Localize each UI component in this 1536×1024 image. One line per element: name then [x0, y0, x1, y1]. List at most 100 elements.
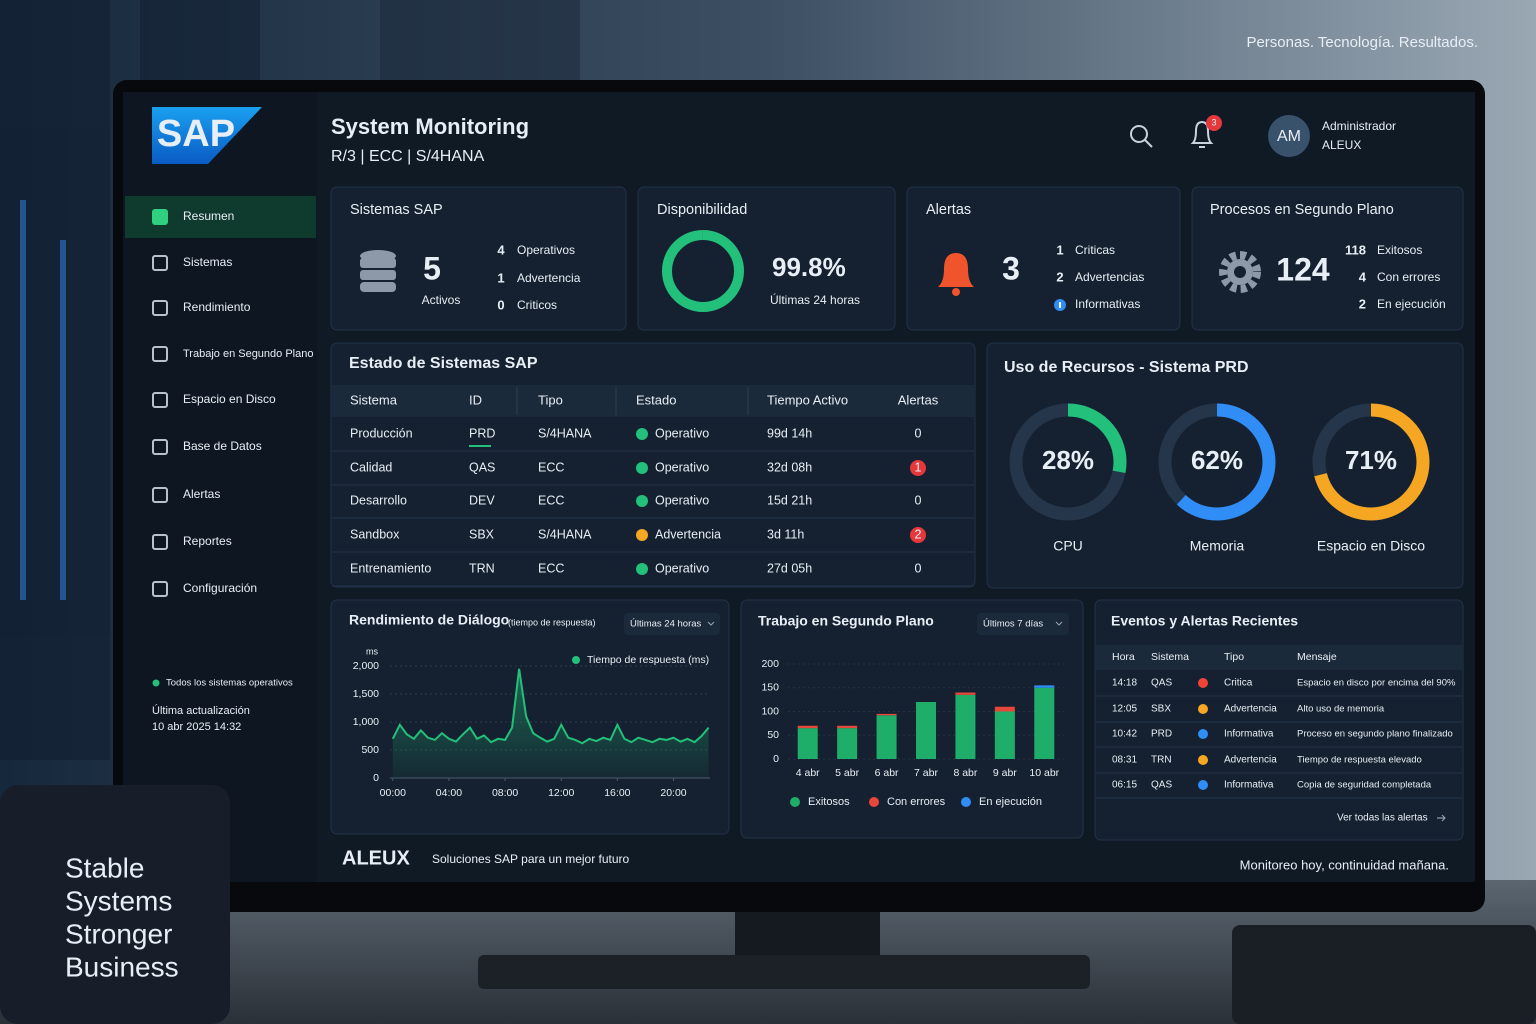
y-tick-label: 0 [373, 772, 379, 784]
table-cell: TRN [469, 561, 495, 575]
nav-item[interactable]: Base de Datos [183, 439, 262, 453]
type-icon [1198, 755, 1208, 765]
x-tick-label: 4 abr [796, 767, 820, 779]
avatar-initials: AM [1277, 128, 1301, 145]
nav-icon[interactable] [152, 300, 168, 316]
page-subtitle: R/3 | ECC | S/4HANA [331, 148, 485, 165]
item-label: Advertencia [517, 271, 581, 285]
table-cell: 12:05 [1112, 704, 1137, 715]
panel [330, 599, 730, 835]
range-dropdown-text[interactable]: Últimos 7 días [983, 619, 1043, 630]
avatar[interactable] [1268, 115, 1310, 157]
notification-badge [1206, 115, 1222, 131]
item-label: Criticas [1075, 243, 1115, 257]
column-header: Tiempo Activo [767, 392, 848, 407]
gauge-value: 71% [1345, 445, 1397, 475]
server-racks [0, 0, 580, 760]
nav-item[interactable]: Trabajo en Segundo Plano [183, 348, 313, 360]
link-arrow[interactable] [1437, 814, 1446, 822]
dropdown-caret[interactable] [707, 621, 715, 626]
mug-text: Stronger [65, 918, 172, 949]
card [1191, 186, 1464, 331]
range-dropdown[interactable] [977, 613, 1069, 635]
card-title: Sistemas SAP [350, 202, 443, 218]
x-tick-label: 6 abr [875, 767, 899, 779]
item-label: Operativos [517, 243, 575, 257]
mug [0, 785, 230, 1024]
table-cell: 08:31 [1112, 755, 1137, 766]
table-cell: QAS [1151, 780, 1172, 791]
card [330, 186, 627, 331]
table-cell: Critica [1224, 678, 1253, 689]
table-cell: 0 [915, 493, 922, 507]
x-tick-label: 7 abr [914, 767, 938, 779]
mug-text: Business [65, 951, 179, 982]
x-tick-label: 08:00 [492, 787, 518, 799]
bar-segment [837, 728, 858, 759]
bar-segment [837, 725, 858, 729]
bar-segment [916, 702, 936, 759]
user-name: Administrador [1322, 119, 1396, 133]
item-count: 4 [497, 242, 505, 257]
search-icon[interactable] [1130, 125, 1153, 148]
card-caption: Activos [422, 293, 461, 307]
item-count: 1 [497, 270, 504, 285]
nav-icon[interactable] [152, 439, 168, 455]
gauge-label: CPU [1053, 538, 1083, 554]
y-tick-label: 200 [761, 658, 779, 670]
y-tick-label: 2,000 [353, 660, 379, 672]
nav-item[interactable]: Configuración [183, 581, 257, 595]
nav-icon[interactable] [152, 255, 168, 271]
table-cell: Espacio en disco por encima del 90% [1297, 678, 1456, 689]
gauge-arc [1009, 403, 1127, 521]
line [391, 668, 710, 745]
table-cell: Tiempo de respuesta elevado [1297, 755, 1422, 766]
range-dropdown-text[interactable]: Últimas 24 horas [630, 619, 702, 630]
availability-ring [662, 230, 744, 312]
card-title: Procesos en Segundo Plano [1210, 202, 1394, 218]
table-cell: SBX [1151, 704, 1171, 715]
table-cell: 10:42 [1112, 729, 1137, 740]
gauge-arc [1312, 403, 1430, 521]
nav-item[interactable]: Sistemas [183, 255, 232, 269]
bar-segment [994, 711, 1015, 759]
nav-item[interactable]: Espacio en Disco [183, 392, 276, 406]
nav-icon[interactable] [152, 392, 168, 408]
nav-icon[interactable] [152, 581, 168, 597]
dropdown-caret[interactable] [1055, 621, 1063, 626]
x-tick-label: 10 abr [1029, 767, 1059, 779]
view-all-link[interactable]: Ver todas las alertas [1337, 813, 1428, 824]
panel-title: Estado de Sistemas SAP [349, 355, 538, 372]
card-value: 99.8% [772, 252, 846, 282]
status-dot [152, 679, 160, 687]
table-cell: 0 [915, 426, 922, 440]
bar-segment [876, 713, 897, 716]
nav-item[interactable]: Rendimiento [183, 300, 251, 314]
footer-motto: Monitoreo hoy, continuidad mañana. [1240, 857, 1449, 872]
gauge-label: Espacio en Disco [1317, 538, 1425, 554]
legend-label: Con errores [887, 796, 946, 808]
nav-item[interactable]: Reportes [183, 534, 232, 548]
nav-icon[interactable] [152, 534, 168, 550]
monitor-neck [735, 905, 880, 963]
gear-icon [1219, 251, 1261, 293]
item-label: Criticos [517, 298, 557, 312]
table-cell: ECC [538, 561, 564, 575]
bar-segment [955, 692, 976, 695]
gauge-value: 62% [1191, 445, 1243, 475]
alert-badge [910, 527, 926, 543]
range-dropdown[interactable] [624, 613, 720, 635]
bar-segment [876, 715, 897, 759]
item-count: 118 [1345, 242, 1366, 257]
nav-icon[interactable] [152, 487, 168, 503]
nav-icon[interactable] [152, 346, 168, 362]
column-header: Tipo [1224, 651, 1244, 663]
y-tick-label: 0 [773, 753, 779, 765]
nav-item[interactable]: Alertas [183, 487, 220, 501]
bar-segment [797, 725, 818, 729]
table-cell: Calidad [350, 460, 392, 474]
nav-item[interactable]: Resumen [183, 209, 234, 223]
nav-icon[interactable] [152, 209, 168, 225]
bell-icon[interactable] [1190, 120, 1214, 148]
column-header: Tipo [538, 392, 563, 407]
